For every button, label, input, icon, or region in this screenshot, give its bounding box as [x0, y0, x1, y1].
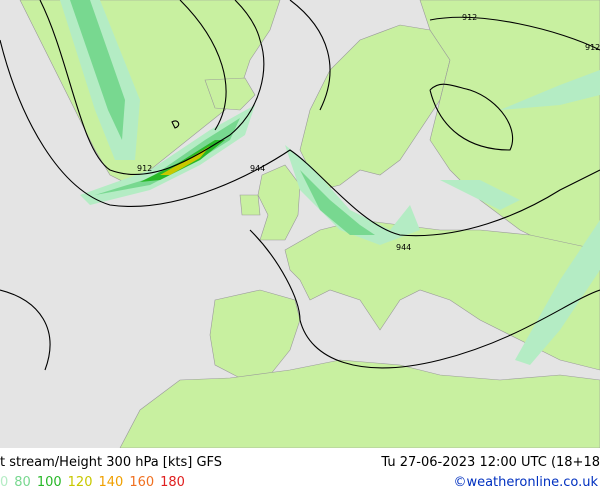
legend-label: 80	[14, 475, 31, 490]
height-contour	[39, 0, 265, 175]
legend-label: 160	[129, 475, 154, 490]
footer	[0, 448, 600, 490]
contours	[0, 0, 600, 371]
legend-label: 180	[160, 475, 185, 490]
contour-label: 912	[137, 164, 152, 173]
jet-band	[440, 180, 520, 210]
map-title: t stream/Height 300 hPa [kts] GFS	[0, 455, 222, 470]
jet-band	[70, 0, 125, 140]
jet-band	[500, 70, 600, 110]
jet-band	[515, 220, 600, 365]
height-contour	[0, 229, 600, 371]
legend-label: 140	[98, 475, 123, 490]
legend-label: 0	[0, 475, 8, 490]
height-contour	[0, 39, 600, 237]
valid-time: Tu 27-06-2023 12:00 UTC (18+18	[380, 455, 600, 470]
jet-band	[80, 105, 255, 205]
contour-label: 912	[462, 13, 477, 22]
jet-band	[300, 170, 375, 235]
jet-bands	[60, 0, 600, 365]
height-contour	[289, 0, 600, 151]
contour-label: 944	[396, 243, 411, 252]
legend-label: 120	[68, 475, 93, 490]
height-contour	[171, 0, 227, 131]
contour-label: 944	[250, 164, 265, 173]
contour-label: 912	[585, 43, 600, 52]
credit: ©weatheronline.co.uk	[453, 475, 598, 490]
land-masses	[19, 0, 600, 449]
legend: 0 80 100 120 140 160 180	[0, 475, 185, 490]
legend-label: 100	[37, 475, 62, 490]
